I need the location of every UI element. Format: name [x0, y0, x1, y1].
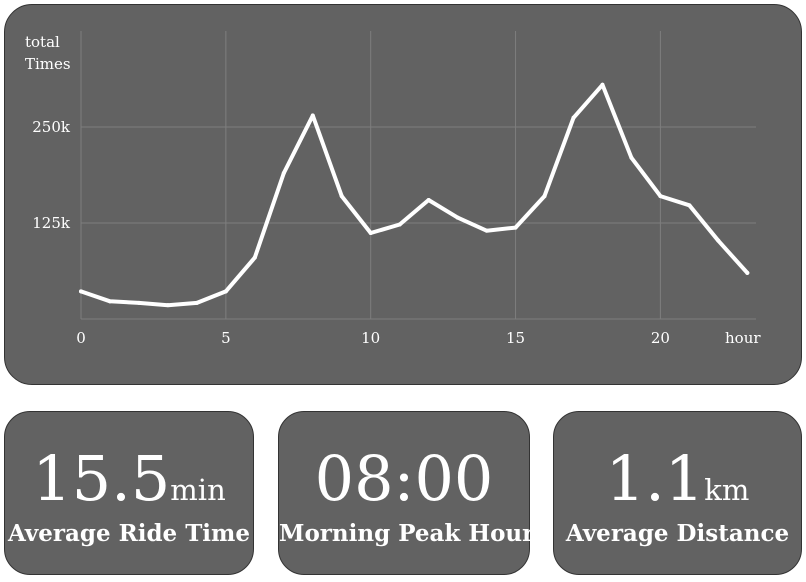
data-point	[397, 222, 402, 227]
data-point	[79, 289, 83, 294]
y-tick-label: 125k	[32, 214, 71, 232]
data-point	[281, 171, 286, 176]
data-point	[629, 155, 634, 160]
data-point	[687, 203, 692, 208]
data-point	[223, 289, 228, 294]
stat-unit: min	[170, 473, 226, 507]
data-point	[455, 215, 460, 220]
data-point	[136, 300, 141, 305]
stat-value-distance: 1.1km	[554, 444, 801, 525]
data-point	[107, 299, 112, 304]
data-point	[252, 255, 257, 260]
x-tick-label: 20	[651, 329, 670, 347]
hourly-rides-line	[79, 82, 750, 308]
data-point	[513, 225, 518, 230]
stat-card-morning-peak-hour: 08:00 Morning Peak Hour	[278, 411, 535, 575]
data-point	[368, 230, 373, 235]
stat-label: Morning Peak Hour	[279, 520, 535, 547]
stat-card-average-ride-time: 15.5min Average Ride Time	[4, 411, 254, 575]
data-point	[716, 238, 721, 243]
data-point	[571, 115, 576, 120]
stat-label: Average Distance	[565, 520, 790, 547]
stat-label: Average Ride Time	[7, 520, 251, 547]
data-point	[745, 270, 750, 275]
data-point	[426, 197, 431, 202]
data-point	[310, 113, 315, 118]
data-point	[484, 228, 489, 233]
stat-unit: km	[704, 473, 750, 507]
data-point	[194, 300, 199, 305]
y-axis-title: total	[25, 33, 60, 51]
x-tick-label: 10	[361, 329, 380, 347]
data-point	[658, 194, 663, 199]
stat-value-ride-time: 15.5min	[5, 444, 253, 525]
data-point	[339, 194, 344, 199]
stat-card-average-distance: 1.1km Average Distance	[553, 411, 802, 575]
x-axis-title: hour	[725, 329, 761, 347]
x-tick-label: 5	[221, 329, 231, 347]
data-point	[165, 303, 170, 308]
data-point	[600, 82, 605, 87]
stat-number: 1.1	[605, 442, 705, 515]
hourly-rides-chart: total Times 125k 250k 0 5 10 15 20 hour	[25, 31, 761, 347]
y-tick-label: 250k	[32, 118, 71, 136]
x-tick-label: 15	[506, 329, 525, 347]
y-axis-title: Times	[25, 55, 71, 73]
x-tick-label: 0	[76, 329, 86, 347]
stat-value-peak-hour: 08:00	[279, 444, 529, 525]
stat-number: 15.5	[32, 442, 171, 515]
hourly-rides-chart-panel: total Times 125k 250k 0 5 10 15 20 hour	[4, 4, 802, 385]
data-point	[542, 194, 547, 199]
stat-number: 08:00	[314, 442, 494, 515]
